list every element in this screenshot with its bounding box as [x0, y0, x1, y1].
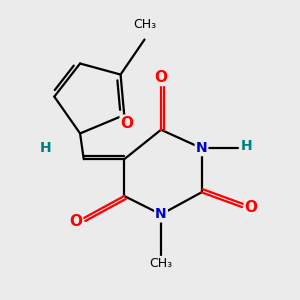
Text: N: N	[155, 207, 167, 221]
Text: CH₃: CH₃	[133, 19, 156, 32]
Text: O: O	[245, 200, 258, 214]
Text: O: O	[154, 70, 167, 85]
Text: O: O	[69, 214, 82, 229]
Text: CH₃: CH₃	[149, 257, 172, 270]
Text: H: H	[241, 139, 252, 153]
Text: N: N	[196, 141, 207, 155]
Text: H: H	[39, 141, 51, 155]
Text: O: O	[121, 116, 134, 130]
